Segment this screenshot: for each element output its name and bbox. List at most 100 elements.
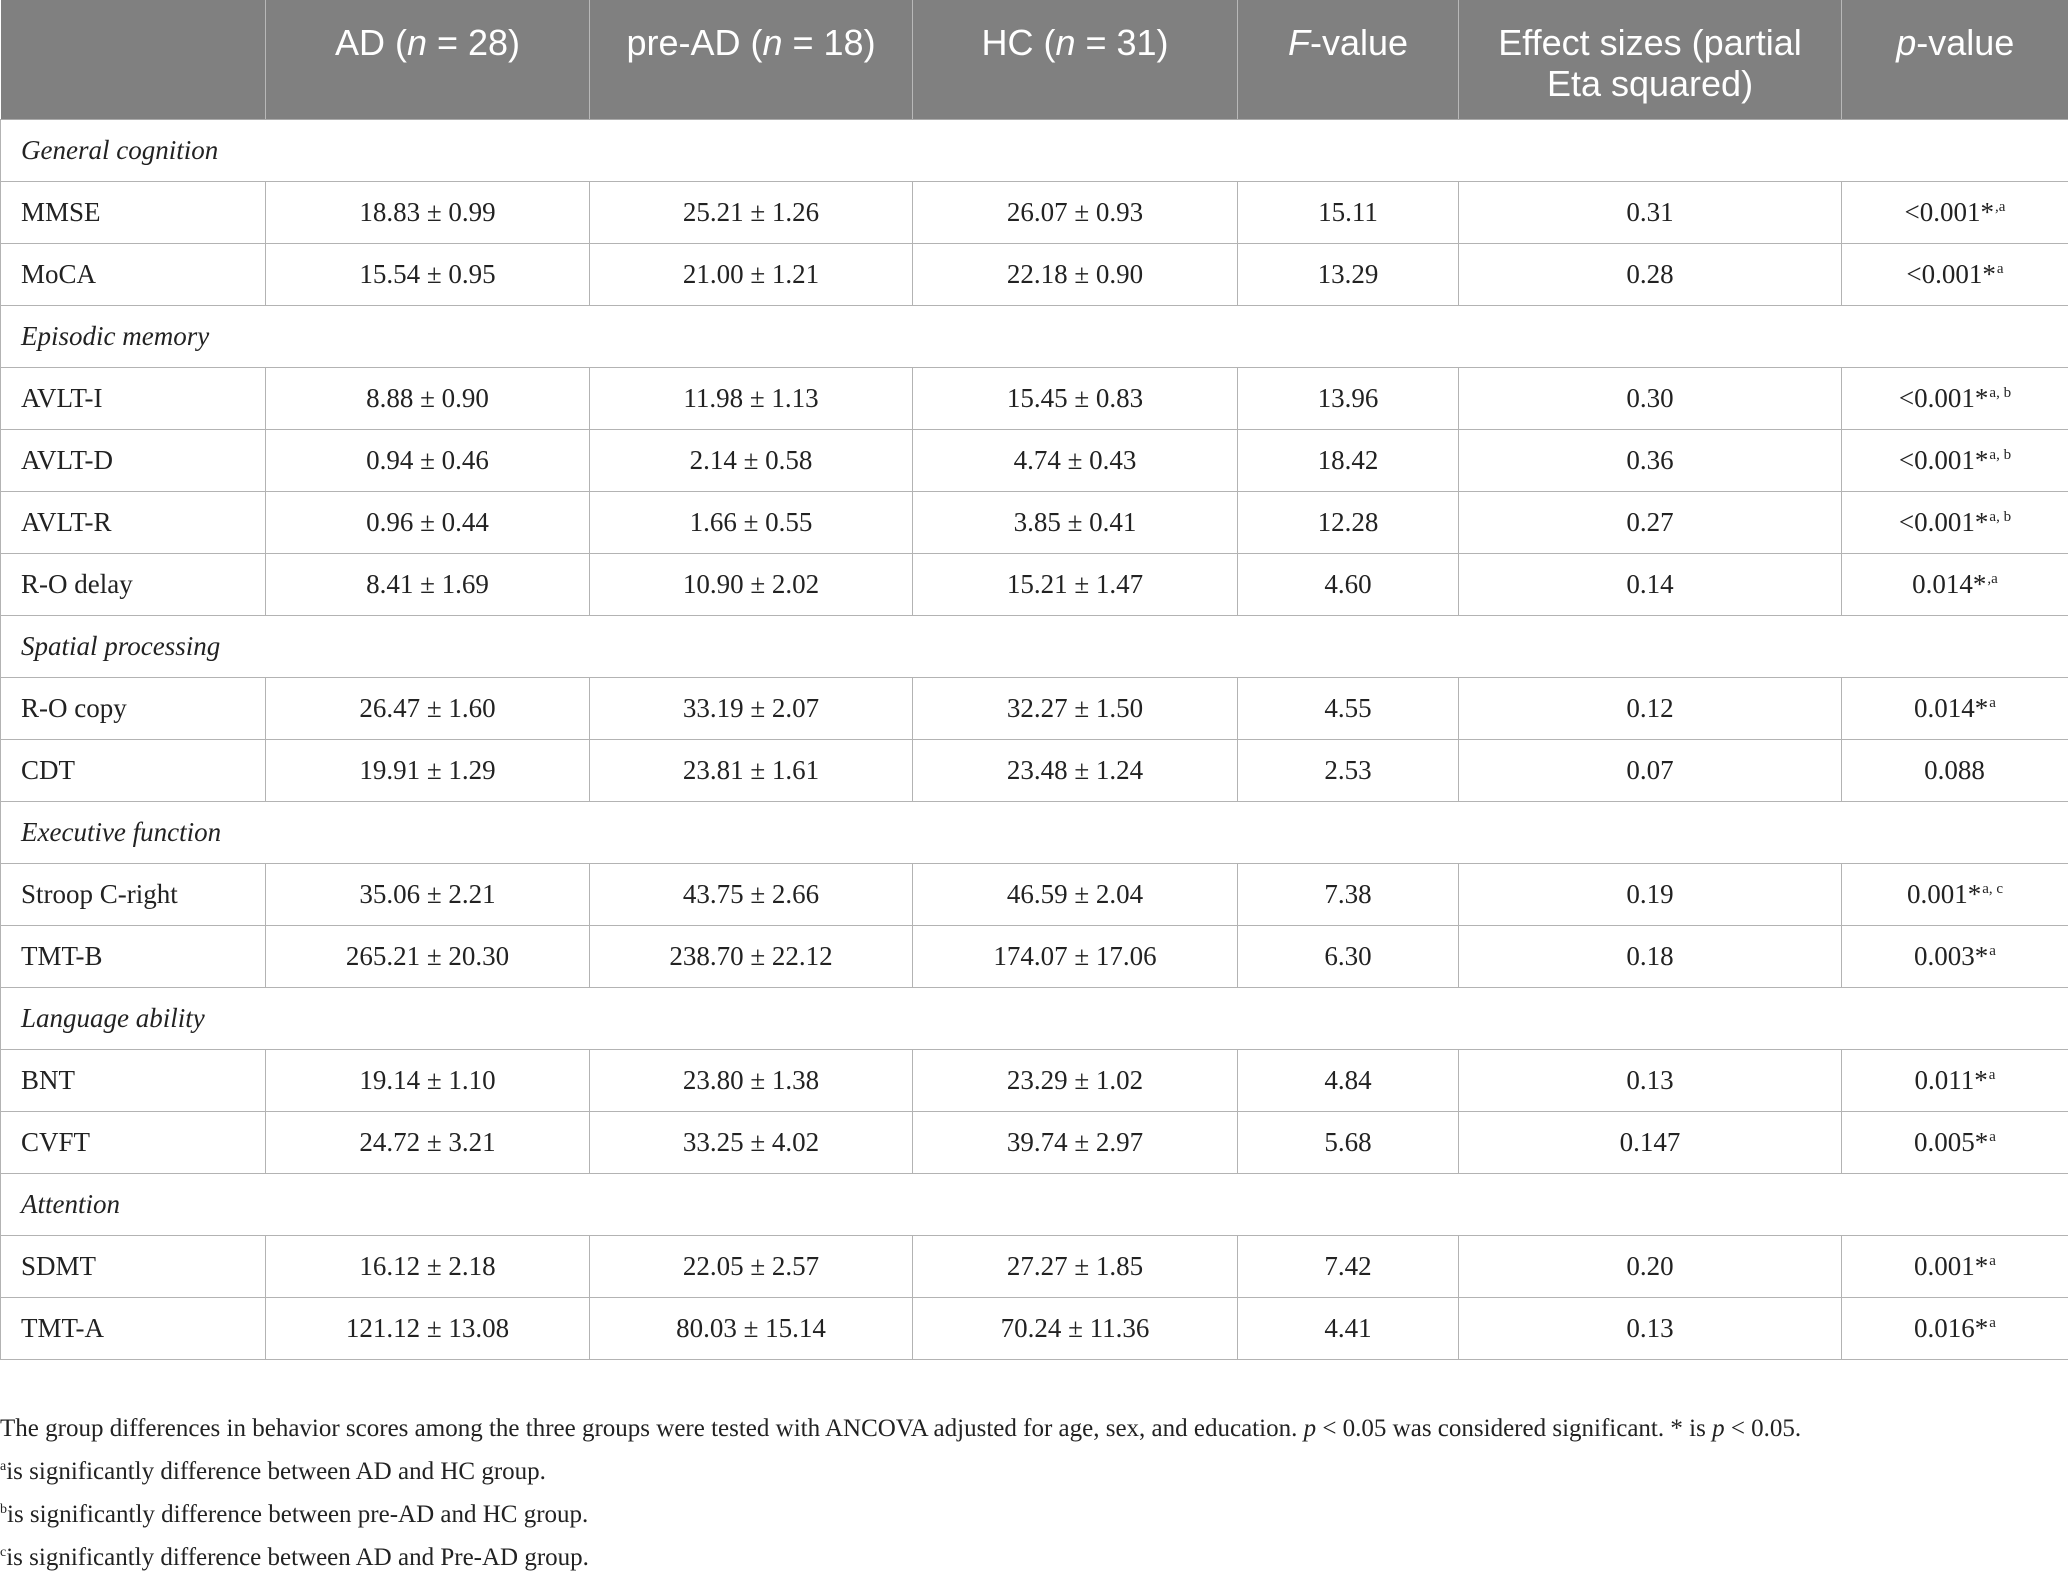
header-p-text: -value xyxy=(1916,22,2014,63)
header-f-text: -value xyxy=(1310,22,1408,63)
p-value-cell: <0.001*a, b xyxy=(1842,429,2068,491)
header-ad: AD (n = 28) xyxy=(266,0,590,119)
header-pread: pre-AD (n = 18) xyxy=(590,0,913,119)
effect-size-value: 0.30 xyxy=(1459,367,1842,429)
note-footnote-b: bis significantly difference between pre… xyxy=(0,1491,2060,1534)
f-value: 5.68 xyxy=(1238,1111,1459,1173)
row-label: MoCA xyxy=(1,243,266,305)
effect-size-value: 0.12 xyxy=(1459,677,1842,739)
row-label: Stroop C-right xyxy=(1,863,266,925)
p-value-footnote-marker: a xyxy=(1989,1315,1996,1331)
section-label: General cognition xyxy=(1,119,2068,181)
ad-value: 24.72 ± 3.21 xyxy=(266,1111,590,1173)
section-row: Episodic memory xyxy=(1,305,2068,367)
p-value-footnote-marker: ,a xyxy=(1987,571,1997,587)
pre-ad-value: 23.80 ± 1.38 xyxy=(590,1049,913,1111)
section-label: Attention xyxy=(1,1173,2068,1235)
ad-value: 19.14 ± 1.10 xyxy=(266,1049,590,1111)
p-value-cell: <0.001*a, b xyxy=(1842,367,2068,429)
f-value: 4.84 xyxy=(1238,1049,1459,1111)
p-value: <0.001* xyxy=(1905,197,1994,228)
section-label: Language ability xyxy=(1,987,2068,1049)
ad-value: 0.94 ± 0.46 xyxy=(266,429,590,491)
hc-value: 3.85 ± 0.41 xyxy=(913,491,1238,553)
footnote-a-text: is significantly difference between AD a… xyxy=(6,1458,546,1485)
f-value: 18.42 xyxy=(1238,429,1459,491)
p-value-footnote-marker: a xyxy=(1989,1129,1996,1145)
note-footnote-c: cis significantly difference between AD … xyxy=(0,1534,2060,1577)
pre-ad-value: 238.70 ± 22.12 xyxy=(590,925,913,987)
row-label: TMT-B xyxy=(1,925,266,987)
header-row: AD (n = 28) pre-AD (n = 18) HC (n = 31) … xyxy=(1,0,2068,119)
header-hc-text: HC ( xyxy=(981,22,1055,63)
note-main-text-b: < 0.05 was considered significant. * is xyxy=(1316,1415,1712,1442)
header-hc: HC (n = 31) xyxy=(913,0,1238,119)
ad-value: 8.88 ± 0.90 xyxy=(266,367,590,429)
p-value-footnote-marker: a, c xyxy=(1982,881,2003,897)
hc-value: 27.27 ± 1.85 xyxy=(913,1235,1238,1297)
section-row: Language ability xyxy=(1,987,2068,1049)
header-ad-text: AD ( xyxy=(335,22,407,63)
section-row: Attention xyxy=(1,1173,2068,1235)
effect-size-value: 0.07 xyxy=(1459,739,1842,801)
row-label: R-O delay xyxy=(1,553,266,615)
row-label: SDMT xyxy=(1,1235,266,1297)
section-row: General cognition xyxy=(1,119,2068,181)
p-value-cell: 0.003*a xyxy=(1842,925,2068,987)
hc-value: 46.59 ± 2.04 xyxy=(913,863,1238,925)
header-p-value: p-value xyxy=(1842,0,2068,119)
pre-ad-value: 33.25 ± 4.02 xyxy=(590,1111,913,1173)
ad-value: 15.54 ± 0.95 xyxy=(266,243,590,305)
effect-size-value: 0.31 xyxy=(1459,181,1842,243)
hc-value: 23.48 ± 1.24 xyxy=(913,739,1238,801)
p-value-footnote-marker: a xyxy=(1989,1253,1996,1269)
f-value: 13.96 xyxy=(1238,367,1459,429)
ad-value: 35.06 ± 2.21 xyxy=(266,863,590,925)
ad-value: 16.12 ± 2.18 xyxy=(266,1235,590,1297)
p-value: <0.001* xyxy=(1906,259,1995,290)
f-value: 4.55 xyxy=(1238,677,1459,739)
row-label: R-O copy xyxy=(1,677,266,739)
hc-value: 39.74 ± 2.97 xyxy=(913,1111,1238,1173)
ad-value: 121.12 ± 13.08 xyxy=(266,1297,590,1359)
p-value-footnote-marker: a, b xyxy=(1989,447,2011,463)
results-table: AD (n = 28) pre-AD (n = 18) HC (n = 31) … xyxy=(0,0,2068,1360)
table-notes: The group differences in behavior scores… xyxy=(0,1410,2060,1577)
effect-size-value: 0.19 xyxy=(1459,863,1842,925)
header-pread-n: n xyxy=(762,22,782,63)
f-value: 13.29 xyxy=(1238,243,1459,305)
ad-value: 19.91 ± 1.29 xyxy=(266,739,590,801)
f-value: 4.60 xyxy=(1238,553,1459,615)
section-label: Executive function xyxy=(1,801,2068,863)
p-value-cell: <0.001*,a xyxy=(1842,181,2068,243)
effect-size-value: 0.14 xyxy=(1459,553,1842,615)
section-label: Episodic memory xyxy=(1,305,2068,367)
header-pread-count: = 18) xyxy=(783,22,876,63)
note-footnote-a: ais significantly difference between AD … xyxy=(0,1448,2060,1491)
pre-ad-value: 21.00 ± 1.21 xyxy=(590,243,913,305)
row-label: MMSE xyxy=(1,181,266,243)
p-value-cell: 0.005*a xyxy=(1842,1111,2068,1173)
p-value-cell: <0.001*a, b xyxy=(1842,491,2068,553)
p-value: 0.011* xyxy=(1915,1065,1988,1096)
p-value-cell: 0.016*a xyxy=(1842,1297,2068,1359)
note-main-text-c: < 0.05. xyxy=(1725,1415,1802,1442)
footnote-c-text: is significantly difference between AD a… xyxy=(6,1544,589,1571)
effect-size-value: 0.13 xyxy=(1459,1297,1842,1359)
section-row: Executive function xyxy=(1,801,2068,863)
hc-value: 32.27 ± 1.50 xyxy=(913,677,1238,739)
hc-value: 174.07 ± 17.06 xyxy=(913,925,1238,987)
ad-value: 8.41 ± 1.69 xyxy=(266,553,590,615)
p-value: 0.014* xyxy=(1914,693,1988,724)
